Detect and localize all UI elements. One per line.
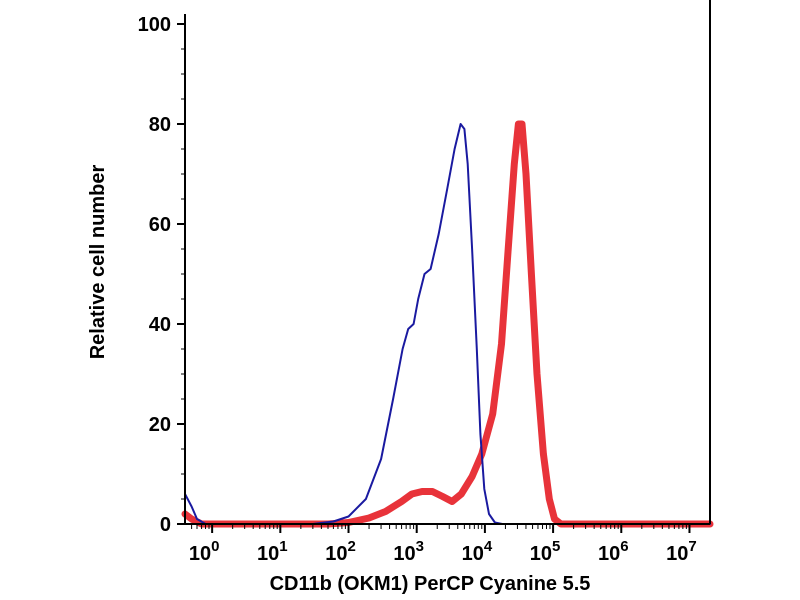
y-tick-label: 0 [160,514,171,536]
series-line-1 [184,123,711,525]
y-tick-label: 100 [138,14,171,36]
y-tick-label: 20 [149,414,171,436]
axes-layer [177,0,711,533]
labels-layer: 0 20 40 60 80 100 100 101 102 103 104 105 106 107 [138,14,697,565]
x-tick-label: 106 [598,538,629,565]
y-tick-label: 40 [149,314,171,336]
series-line-2 [181,120,714,528]
x-tick-label: 107 [666,538,697,565]
x-tick-label: 101 [257,538,288,565]
x-tick-label: 103 [393,538,424,565]
y-tick-label: 80 [149,114,171,136]
x-axis-title: CD11b (OKM1) PerCP Cyanine 5.5 [270,573,591,595]
x-tick-label: 102 [325,538,356,565]
x-tick-label: 105 [530,538,561,565]
x-tick-label: 100 [189,538,220,565]
y-axis-title: Relative cell number [87,165,109,360]
x-tick-label: 104 [462,538,493,565]
series-layer [181,120,714,528]
y-tick-label: 60 [149,214,171,236]
